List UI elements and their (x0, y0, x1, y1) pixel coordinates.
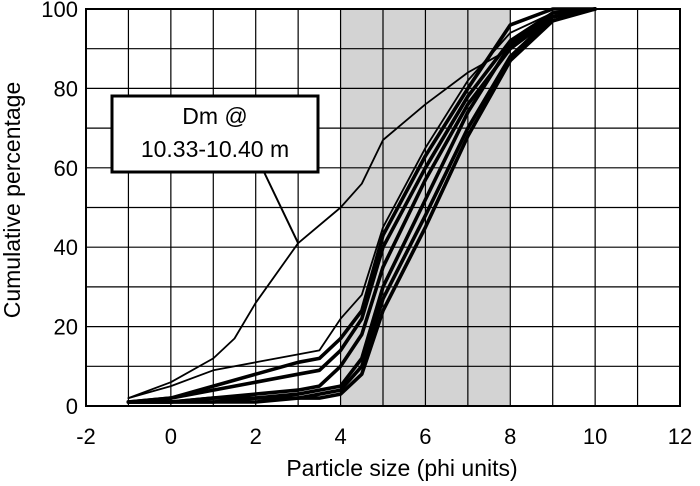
x-tick-label: 6 (419, 424, 431, 449)
x-tick-labels: -2 0 2 4 6 8 10 12 (76, 424, 692, 449)
x-tick-label: 8 (504, 424, 516, 449)
x-tick-label: 4 (334, 424, 346, 449)
y-tick-label: 0 (66, 394, 78, 419)
x-tick-label: 10 (583, 424, 607, 449)
x-tick-label: -2 (76, 424, 96, 449)
x-tick-label: 2 (250, 424, 262, 449)
callout-leader-line (263, 171, 300, 244)
x-tick-label: 12 (668, 424, 692, 449)
y-tick-label: 60 (54, 156, 78, 181)
annotation-callout: Dm @ 10.33-10.40 m (110, 94, 320, 244)
y-tick-labels: 0 20 40 60 80 100 (41, 0, 78, 419)
series-line-6 (126, 7, 597, 404)
x-tick-label: 0 (165, 424, 177, 449)
x-axis-title: Particle size (phi units) (286, 455, 517, 481)
series-line-8 (126, 7, 597, 404)
grid-layer (86, 9, 680, 406)
y-tick-label: 20 (54, 315, 78, 340)
callout-line-2: 10.33-10.40 m (141, 136, 289, 162)
series-line-3 (126, 7, 597, 404)
y-tick-label: 80 (54, 76, 78, 101)
callout-line-1: Dm @ (182, 103, 248, 129)
y-axis-title: Cumulative percentage (0, 82, 25, 319)
y-tick-label: 100 (41, 0, 78, 22)
series-line-4 (126, 7, 597, 404)
callout-box (110, 94, 320, 174)
plot-frame (85, 8, 681, 407)
series-line-2 (127, 8, 596, 400)
y-tick-label: 40 (54, 235, 78, 260)
series-layer (126, 7, 597, 404)
